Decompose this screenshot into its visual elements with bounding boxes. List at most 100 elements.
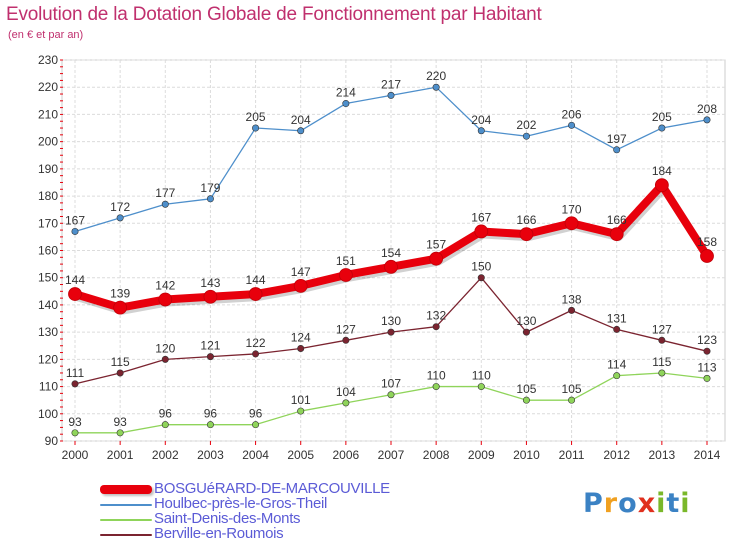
data-label: 205 [246, 110, 266, 124]
data-point [71, 380, 79, 388]
y-tick-label: 170 [38, 216, 58, 230]
data-point [613, 372, 621, 380]
data-label: 205 [652, 110, 672, 124]
x-tick-label: 2010 [513, 448, 540, 462]
data-point [568, 121, 576, 129]
legend-swatch [100, 519, 152, 521]
data-label: 110 [472, 369, 491, 383]
legend-swatch [100, 485, 152, 494]
logo-letter: o [618, 488, 638, 519]
data-point [206, 421, 214, 429]
data-point [477, 274, 485, 282]
x-tick-label: 2001 [107, 448, 134, 462]
data-point [297, 127, 305, 135]
data-point [658, 336, 666, 344]
data-label: 105 [516, 382, 536, 396]
data-point [252, 350, 260, 358]
x-tick-label: 2012 [603, 448, 630, 462]
data-label: 104 [336, 385, 356, 399]
data-label: 167 [65, 213, 85, 227]
data-label: 115 [111, 355, 130, 369]
data-point [654, 178, 669, 193]
data-label: 172 [110, 200, 130, 214]
y-tick-label: 150 [38, 271, 58, 285]
data-label: 121 [200, 339, 220, 353]
data-label: 179 [200, 181, 220, 195]
y-tick-label: 100 [38, 407, 58, 421]
data-label: 130 [381, 314, 401, 328]
y-tick-label: 180 [38, 189, 58, 203]
data-label: 122 [246, 336, 266, 350]
data-label: 204 [471, 113, 491, 127]
data-point [387, 391, 395, 399]
data-point [68, 287, 82, 301]
data-label: 105 [562, 382, 582, 396]
legend-swatch [100, 534, 152, 536]
x-tick-label: 2002 [152, 448, 179, 462]
data-label: 197 [607, 132, 627, 146]
data-label: 150 [471, 260, 491, 274]
y-tick-label: 190 [38, 162, 58, 176]
x-tick-label: 2008 [423, 448, 450, 462]
data-point [703, 374, 711, 382]
data-point [703, 116, 711, 124]
data-point [161, 200, 169, 208]
data-label: 115 [652, 355, 671, 369]
data-label: 166 [607, 213, 627, 227]
data-point [116, 429, 124, 437]
data-point [116, 214, 124, 222]
data-label: 96 [249, 407, 263, 421]
logo-letter: t [666, 488, 681, 519]
legend-swatch [100, 504, 152, 506]
data-point [564, 216, 579, 231]
x-tick-label: 2014 [694, 448, 721, 462]
data-label: 113 [697, 360, 716, 374]
y-tick-label: 200 [38, 135, 58, 149]
data-label: 202 [516, 118, 536, 132]
y-tick-label: 140 [38, 298, 58, 312]
data-point [519, 227, 534, 242]
y-tick-label: 220 [38, 80, 58, 94]
data-label: 111 [66, 366, 85, 380]
data-label: 96 [159, 407, 173, 421]
data-label: 208 [697, 102, 717, 116]
data-point [203, 289, 218, 304]
data-label: 101 [291, 393, 311, 407]
data-point [522, 396, 530, 404]
data-label: 184 [652, 164, 672, 178]
data-point [248, 287, 263, 301]
logo-letter: r [603, 488, 619, 519]
data-label: 158 [697, 235, 717, 249]
x-tick-label: 2003 [197, 448, 224, 462]
y-tick-label: 210 [38, 107, 58, 121]
data-point [609, 227, 624, 242]
data-point [206, 353, 214, 361]
data-label: 132 [426, 309, 446, 323]
legend-label: Berville-en-Roumois [154, 525, 284, 542]
data-point [161, 355, 169, 363]
data-label: 131 [607, 311, 627, 325]
data-label: 130 [516, 314, 536, 328]
data-point [71, 227, 79, 235]
data-point [613, 325, 621, 333]
data-label: 144 [65, 273, 85, 287]
data-point [658, 124, 666, 132]
data-label: 157 [426, 238, 446, 252]
data-label: 143 [200, 276, 220, 290]
data-point [700, 249, 714, 263]
data-label: 110 [427, 369, 446, 383]
x-tick-label: 2007 [378, 448, 405, 462]
data-label: 214 [336, 86, 356, 100]
data-point [613, 146, 621, 154]
data-label: 151 [336, 254, 356, 268]
chart-subtitle: (en € et par an) [8, 29, 84, 41]
data-label: 217 [381, 77, 401, 91]
data-point [342, 336, 350, 344]
x-tick-label: 2006 [333, 448, 360, 462]
data-point [432, 83, 440, 91]
x-tick-label: 2013 [649, 448, 676, 462]
data-point [658, 369, 666, 377]
data-point [477, 383, 485, 391]
